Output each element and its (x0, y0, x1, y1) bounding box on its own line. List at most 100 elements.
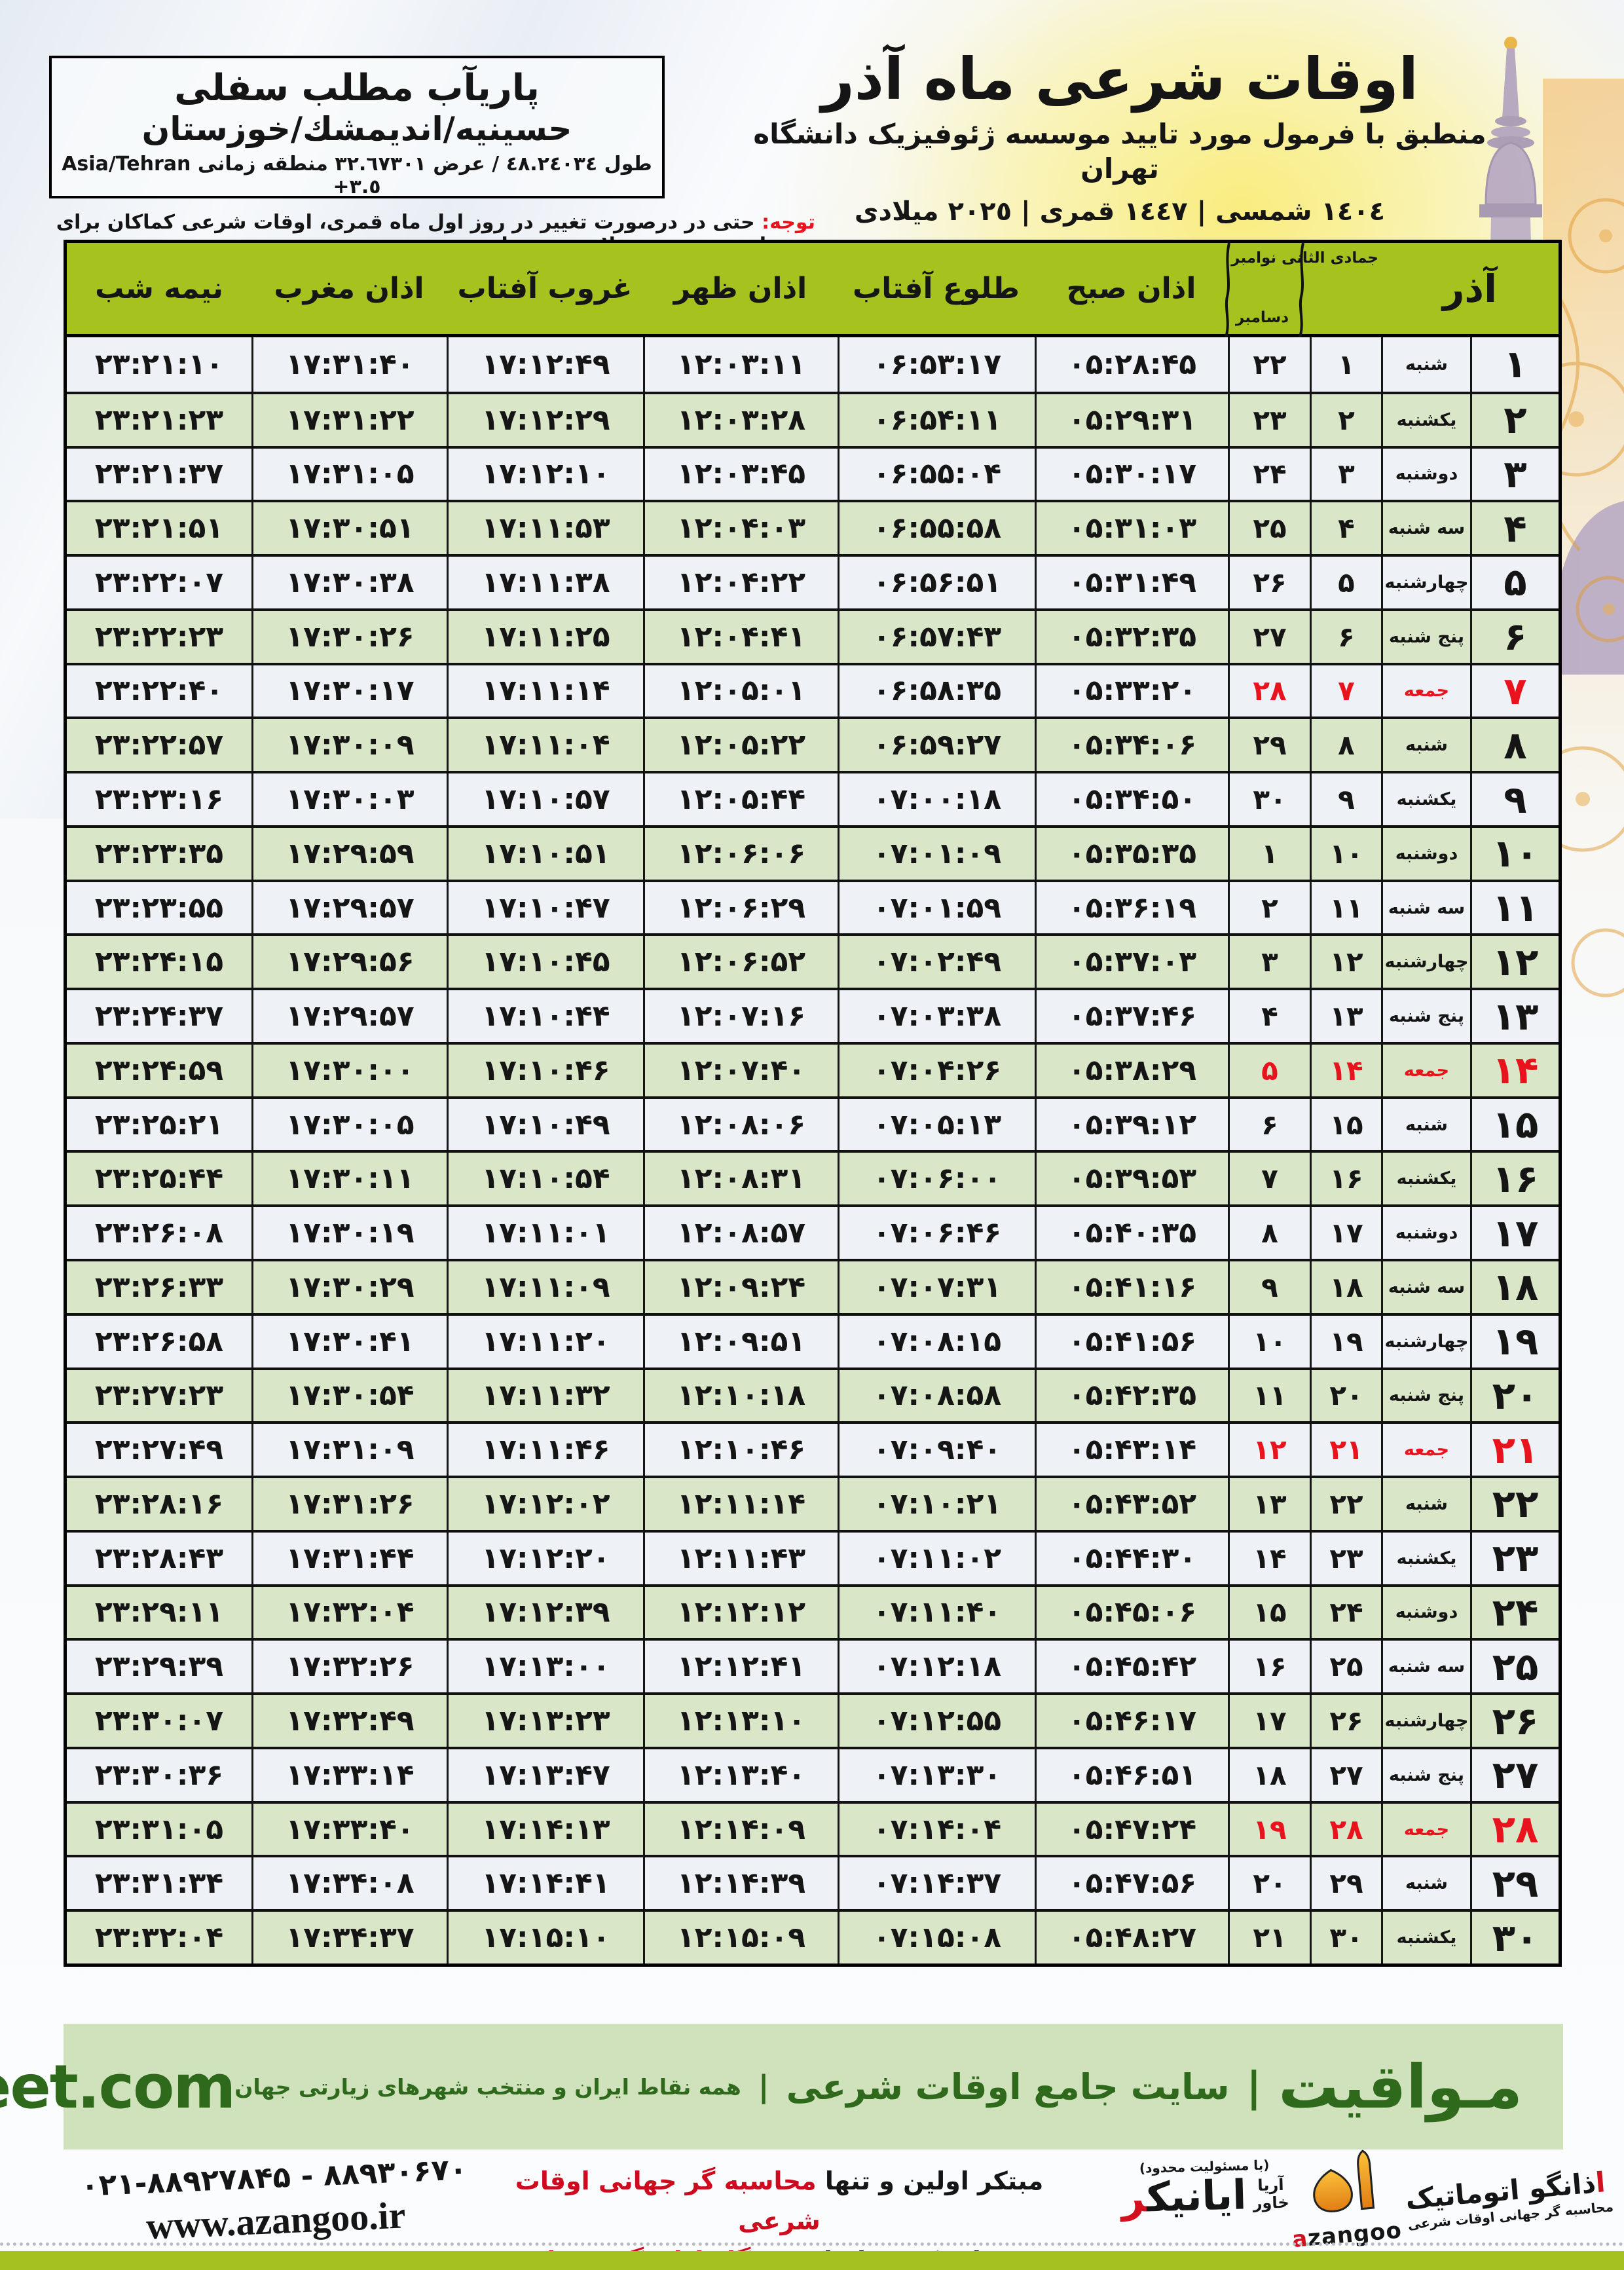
weekday-cell: چهارشنبه (1381, 936, 1470, 988)
gregorian-day-cell: ۱۳ (1228, 1478, 1310, 1530)
maghreb-azan-cell: ۱۷:۳۰:۰۵ (251, 1098, 447, 1151)
gregorian-day-cell: ۲ (1228, 882, 1310, 934)
azangoo-wordmark: اذانگو اتوماتیک محاسبه گر جهانی اوقات شر… (1404, 2165, 1615, 2242)
table-row: ۲۳:۲۵:۴۴ ۱۷:۳۰:۱۱ ۱۷:۱۰:۵۴ ۱۲:۰۸:۳۱ ۰۷:۰… (67, 1150, 1559, 1205)
weekday-cell: یکشنبه (1381, 773, 1470, 825)
gregorian-day-cell: ۱۱ (1228, 1369, 1310, 1422)
azar-day-cell: ۲۴ (1470, 1586, 1559, 1639)
coords-rtl-part: طول ٤٨.٢٤٠٣٤ / عرض ٣٢.٦٧٣٠١ منطقه زمانی (197, 153, 652, 176)
midnight-cell: ۲۳:۲۱:۲۳ (94, 403, 224, 437)
table-row: ۲۳:۳۲:۰۴ ۱۷:۳۴:۳۷ ۱۷:۱۵:۱۰ ۱۲:۱۵:۰۹ ۰۷:۱… (67, 1909, 1559, 1963)
midnight-cell: ۲۳:۲۸:۴۳ (94, 1541, 224, 1575)
weekday-cell: شنبه (1381, 719, 1470, 772)
sunrise-cell: ۰۶:۵۹:۲۷ (838, 719, 1035, 772)
rayanik-name: ایانیکر (1120, 2170, 1247, 2222)
midnight-cell: ۲۳:۲۵:۴۴ (94, 1162, 224, 1196)
maker-line1: مبتکر اولین و تنها محاسبه گر جهانی اوقات… (488, 2161, 1071, 2241)
maghreb-azan-cell: ۱۷:۳۰:۲۹ (251, 1261, 447, 1313)
sunrise-cell: ۰۷:۱۱:۰۲ (838, 1532, 1035, 1584)
maghreb-azan-cell: ۱۷:۳۰:۵۴ (251, 1369, 447, 1422)
midnight-cell: ۲۳:۲۳:۳۵ (94, 836, 224, 870)
hijri-day-cell: ۱۹ (1310, 1315, 1381, 1368)
table-row: ۲۳:۲۶:۵۸ ۱۷:۳۰:۴۱ ۱۷:۱۱:۲۰ ۱۲:۰۹:۵۱ ۰۷:۰… (67, 1312, 1559, 1368)
sunrise-cell: ۰۷:۰۶:۴۶ (838, 1207, 1035, 1259)
noon-azan-cell: ۱۲:۰۴:۲۲ (643, 557, 838, 608)
fajr-azan-cell: ۰۵:۳۰:۱۷ (1035, 448, 1228, 500)
sunset-cell: ۱۷:۱۱:۰۱ (447, 1207, 643, 1259)
sunrise-cell: ۰۷:۰۸:۵۸ (838, 1369, 1035, 1422)
gregorian-day-cell: ۶ (1228, 1098, 1310, 1151)
midnight-cell: ۲۳:۳۰:۰۷ (94, 1704, 224, 1738)
header-sunrise: طلوع آفتاب (853, 272, 1020, 305)
gregorian-day-cell: ۱۴ (1228, 1532, 1310, 1584)
noon-azan-cell: ۱۲:۰۸:۰۶ (643, 1098, 838, 1151)
mavaqeet-url: mavaqeet.com (0, 2051, 236, 2122)
sunrise-cell: ۰۷:۱۵:۰۸ (838, 1912, 1035, 1963)
midnight-cell: ۲۳:۲۳:۵۵ (94, 891, 224, 925)
rayanik-suffix-bottom: خاور (1253, 2193, 1290, 2212)
hijri-day-cell: ۲ (1310, 394, 1381, 446)
fajr-azan-cell: ۰۵:۴۴:۳۰ (1035, 1532, 1228, 1584)
midnight-cell: ۲۳:۲۶:۵۸ (94, 1324, 224, 1358)
hijri-day-cell: ۱۷ (1310, 1207, 1381, 1259)
weekday-cell: یکشنبه (1381, 394, 1470, 446)
sunrise-cell: ۰۷:۰۹:۴۰ (838, 1424, 1035, 1476)
table-row: ۲۳:۲۸:۴۳ ۱۷:۳۱:۴۴ ۱۷:۱۲:۲۰ ۱۲:۱۱:۴۳ ۰۷:۱… (67, 1529, 1559, 1584)
midnight-cell: ۲۳:۲۹:۳۹ (94, 1650, 224, 1684)
noon-azan-cell: ۱۲:۱۱:۱۴ (643, 1478, 838, 1530)
sunrise-cell: ۰۶:۵۷:۴۳ (838, 610, 1035, 663)
hijri-day-cell: ۱۶ (1310, 1153, 1381, 1205)
fajr-azan-cell: ۰۵:۳۳:۲۰ (1035, 665, 1228, 717)
noon-azan-cell: ۱۲:۱۳:۴۰ (643, 1749, 838, 1801)
sunset-cell: ۱۷:۱۳:۲۳ (447, 1695, 643, 1747)
azangoo-fa-first: ا (1594, 2166, 1607, 2199)
weekday-cell: سه شنبه (1381, 1261, 1470, 1313)
gregorian-day-cell: ۲۴ (1228, 448, 1310, 500)
azangoo-icon-group: azangoo (1284, 2140, 1403, 2253)
sunset-cell: ۱۷:۱۰:۵۱ (447, 827, 643, 880)
midnight-cell: ۲۳:۳۰:۳۶ (94, 1758, 224, 1792)
fajr-azan-cell: ۰۵:۴۵:۰۶ (1035, 1586, 1228, 1639)
azar-day-cell: ۴ (1470, 502, 1559, 555)
hijri-day-cell: ۱۱ (1310, 882, 1381, 934)
weekday-cell: جمعه (1381, 1044, 1470, 1096)
hijri-day-cell: ۱۵ (1310, 1098, 1381, 1151)
noon-azan-cell: ۱۲:۰۸:۵۷ (643, 1207, 838, 1259)
azar-day-cell: ۲۸ (1470, 1803, 1559, 1855)
hijri-day-cell: ۱۸ (1310, 1261, 1381, 1313)
noon-azan-cell: ۱۲:۰۶:۰۶ (643, 827, 838, 880)
azar-day-cell: ۲۹ (1470, 1857, 1559, 1910)
sunset-cell: ۱۷:۱۱:۲۵ (447, 610, 643, 663)
sunset-cell: ۱۷:۱۳:۰۰ (447, 1641, 643, 1693)
table-header-row: نیمه شب اذان مغرب غروب آفتاب اذان ظهر طل… (67, 243, 1559, 337)
fajr-azan-cell: ۰۵:۴۶:۱۷ (1035, 1695, 1228, 1747)
maghreb-azan-cell: ۱۷:۳۰:۱۷ (251, 665, 447, 717)
table-row: ۲۳:۳۱:۳۴ ۱۷:۳۴:۰۸ ۱۷:۱۴:۴۱ ۱۲:۱۴:۳۹ ۰۷:۱… (67, 1855, 1559, 1910)
rayanik-name-first: ر (1120, 2173, 1147, 2222)
header-sunset: غروب آفتاب (457, 272, 633, 305)
hijri-day-cell: ۱۴ (1310, 1044, 1381, 1096)
sunrise-cell: ۰۶:۵۵:۵۸ (838, 502, 1035, 555)
hijri-day-cell: ۷ (1310, 665, 1381, 717)
gregorian-day-cell: ۷ (1228, 1153, 1310, 1205)
midnight-cell: ۲۳:۲۵:۲۱ (94, 1107, 224, 1142)
hijri-day-cell: ۹ (1310, 773, 1381, 825)
noon-azan-cell: ۱۲:۰۷:۴۰ (643, 1044, 838, 1096)
table-row: ۲۳:۲۱:۳۷ ۱۷:۳۱:۰۵ ۱۷:۱۲:۱۰ ۱۲:۰۳:۴۵ ۰۶:۵… (67, 445, 1559, 500)
hijri-day-cell: ۲۵ (1310, 1641, 1381, 1693)
midnight-cell: ۲۳:۳۲:۰۴ (94, 1921, 224, 1955)
sunset-cell: ۱۷:۱۰:۴۷ (447, 882, 643, 934)
rayanik-name-rest: ایانیک (1145, 2170, 1247, 2222)
noon-azan-cell: ۱۲:۰۹:۵۱ (643, 1315, 838, 1368)
gregorian-day-cell: ۲۶ (1228, 557, 1310, 608)
header-maghreb-azan: اذان مغرب (274, 272, 424, 305)
table-row: ۲۳:۲۶:۳۳ ۱۷:۳۰:۲۹ ۱۷:۱۱:۰۹ ۱۲:۰۹:۲۴ ۰۷:۰… (67, 1259, 1559, 1313)
sunrise-cell: ۰۷:۱۴:۰۴ (838, 1803, 1035, 1855)
sunset-cell: ۱۷:۱۲:۲۹ (447, 394, 643, 446)
sunset-cell: ۱۷:۱۰:۴۹ (447, 1098, 643, 1151)
separator: | (1246, 2062, 1262, 2111)
separator: | (758, 2069, 769, 2104)
noon-azan-cell: ۱۲:۱۲:۴۱ (643, 1641, 838, 1693)
azar-day-cell: ۱۲ (1470, 936, 1559, 988)
noon-azan-cell: ۱۲:۰۷:۱۶ (643, 990, 838, 1042)
